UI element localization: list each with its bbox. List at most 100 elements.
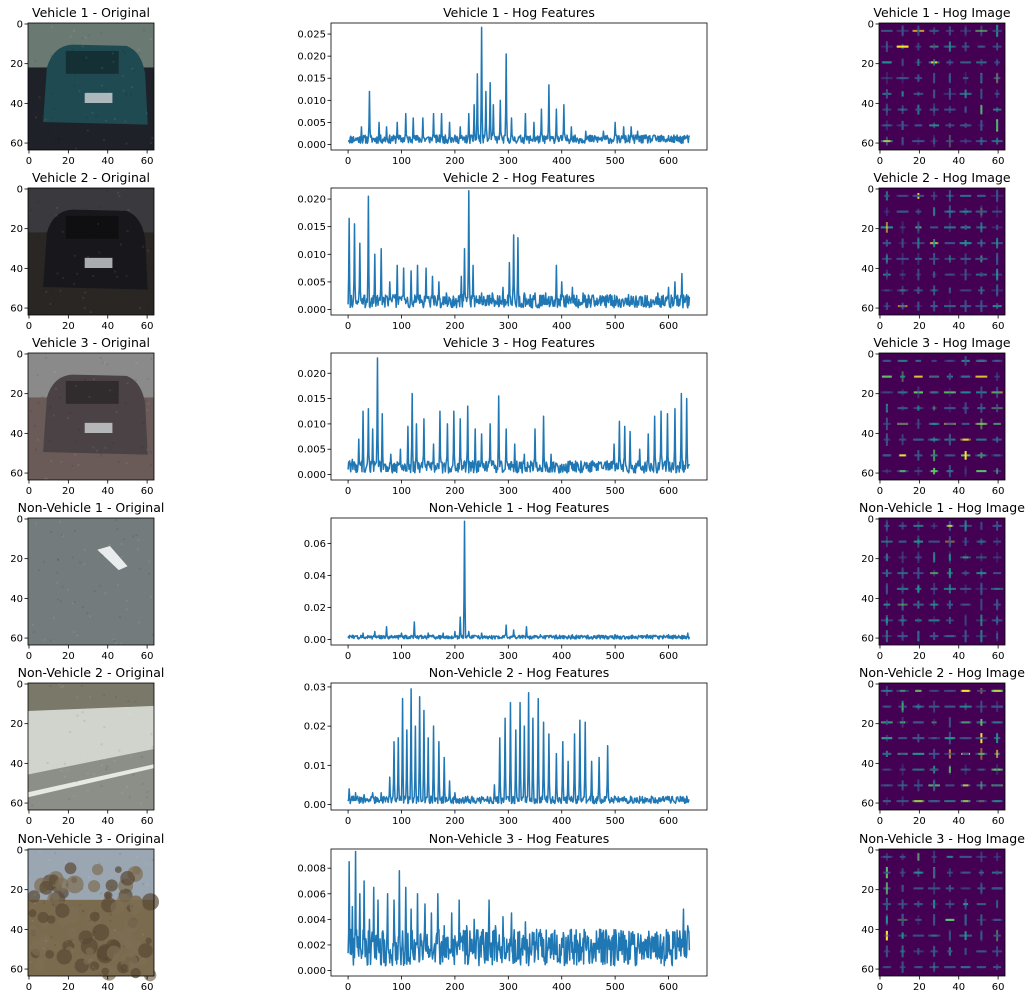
axes-frame: [878, 187, 1006, 316]
hog-gradient-segment: [980, 75, 983, 81]
image-noise: [137, 48, 140, 51]
image-noise: [45, 477, 48, 480]
hog-gradient-segment: [976, 903, 987, 906]
hog-gradient-segment: [948, 255, 951, 263]
image-noise: [38, 569, 41, 572]
hog-gradient-segment: [901, 58, 904, 67]
image-noise: [139, 802, 142, 805]
image-noise: [73, 529, 76, 532]
image-noise: [71, 48, 74, 51]
panel-title: Vehicle 1 - Hog Features: [443, 5, 595, 20]
image-noise: [126, 786, 129, 789]
y-tick-label: 0: [868, 845, 874, 856]
image-noise: [125, 93, 128, 96]
hog-gradient-segment: [933, 43, 936, 50]
hog-gradient-segment: [991, 768, 1003, 771]
image-noise: [117, 460, 120, 463]
image-noise: [73, 84, 76, 87]
hog-gradient-segment: [962, 210, 969, 213]
image-noise: [142, 933, 145, 936]
hog-gradient-segment: [913, 768, 924, 771]
hog-gradient-segment: [993, 934, 1001, 937]
hog-gradient-segment: [976, 438, 987, 441]
x-tick-label: 40: [101, 651, 114, 662]
image-noise: [56, 206, 59, 209]
hog-gradient-segment: [978, 966, 985, 969]
image-noise: [108, 543, 111, 546]
hog-gradient-segment: [901, 780, 904, 791]
hog-gradient-segment: [978, 407, 985, 410]
car-body: [43, 44, 148, 125]
hog-gradient-segment: [933, 72, 936, 84]
hog-gradient-segment: [914, 454, 923, 457]
hog-gradient-segment: [993, 572, 1002, 575]
image-noise: [88, 395, 91, 398]
hog-gradient-segment: [933, 252, 936, 265]
image-noise: [117, 583, 120, 586]
hog-gradient-segment: [901, 91, 904, 97]
y-tick-label: 0.025: [297, 30, 326, 41]
hog-gradient-segment: [912, 752, 925, 755]
image-noise: [93, 590, 96, 593]
image-noise: [60, 686, 63, 689]
hog-gradient-segment: [975, 737, 988, 740]
image-noise: [150, 267, 153, 270]
x-tick-label: 400: [552, 982, 571, 993]
hog-gradient-segment: [976, 438, 987, 441]
license-plate: [84, 92, 113, 104]
hog-gradient-segment: [991, 226, 1003, 229]
hog-gradient-segment: [885, 272, 888, 278]
hog-feature-series-line: [347, 26, 691, 145]
hog-gradient-segment: [917, 551, 920, 564]
image-noise: [35, 448, 38, 451]
hog-gradient-segment: [947, 454, 953, 457]
foliage-blob: [138, 943, 153, 958]
hog-gradient-segment: [948, 766, 951, 773]
hog-gradient-segment: [980, 222, 983, 233]
image-noise: [51, 92, 54, 95]
hog-gradient-segment: [885, 405, 888, 411]
hog-gradient-segment: [948, 900, 951, 908]
y-tick-label: 0.02: [304, 722, 326, 733]
hog-gradient-segment: [945, 903, 955, 906]
foliage-blob: [54, 877, 69, 892]
hog-background: [879, 518, 1005, 645]
image-noise: [127, 712, 130, 715]
image-noise: [58, 683, 61, 686]
x-tick-label: 20: [913, 156, 926, 167]
hog-gradient-segment: [962, 438, 969, 441]
hog-gradient-segment: [961, 966, 970, 969]
hog-gradient-segment: [996, 900, 999, 908]
y-tick-label: 0.00: [304, 800, 326, 811]
hog-gradient-segment: [976, 556, 987, 559]
image-noise: [122, 945, 125, 948]
image-noise: [150, 142, 153, 145]
image-noise: [135, 362, 138, 365]
hog-gradient-segment: [896, 689, 909, 692]
hog-gradient-segment: [975, 29, 988, 32]
y-tick-label: 0.002: [297, 940, 326, 951]
hog-gradient-segment: [899, 226, 906, 229]
axes-frame: [27, 22, 155, 151]
hog-gradient-segment: [964, 553, 967, 561]
hog-gradient-segment: [933, 946, 936, 957]
image-noise: [113, 118, 116, 121]
hog-gradient-segment: [960, 800, 971, 803]
hog-gradient-segment: [977, 705, 986, 708]
hog-gradient-segment: [896, 800, 909, 803]
image-noise: [135, 856, 138, 859]
hog-gradient-segment: [976, 768, 986, 771]
image-noise: [54, 906, 57, 909]
hog-gradient-segment: [885, 89, 888, 99]
hog-gradient-segment: [913, 572, 924, 575]
hog-gradient-segment: [963, 800, 969, 803]
image-noise: [76, 714, 79, 717]
y-tick-label: 0: [868, 19, 874, 30]
image-noise: [50, 116, 53, 119]
hog-gradient-segment: [980, 914, 983, 926]
image-noise: [124, 402, 127, 405]
y-tick-label: 60: [861, 304, 874, 315]
panel-title: Non-Vehicle 3 - Hog Features: [429, 831, 610, 846]
